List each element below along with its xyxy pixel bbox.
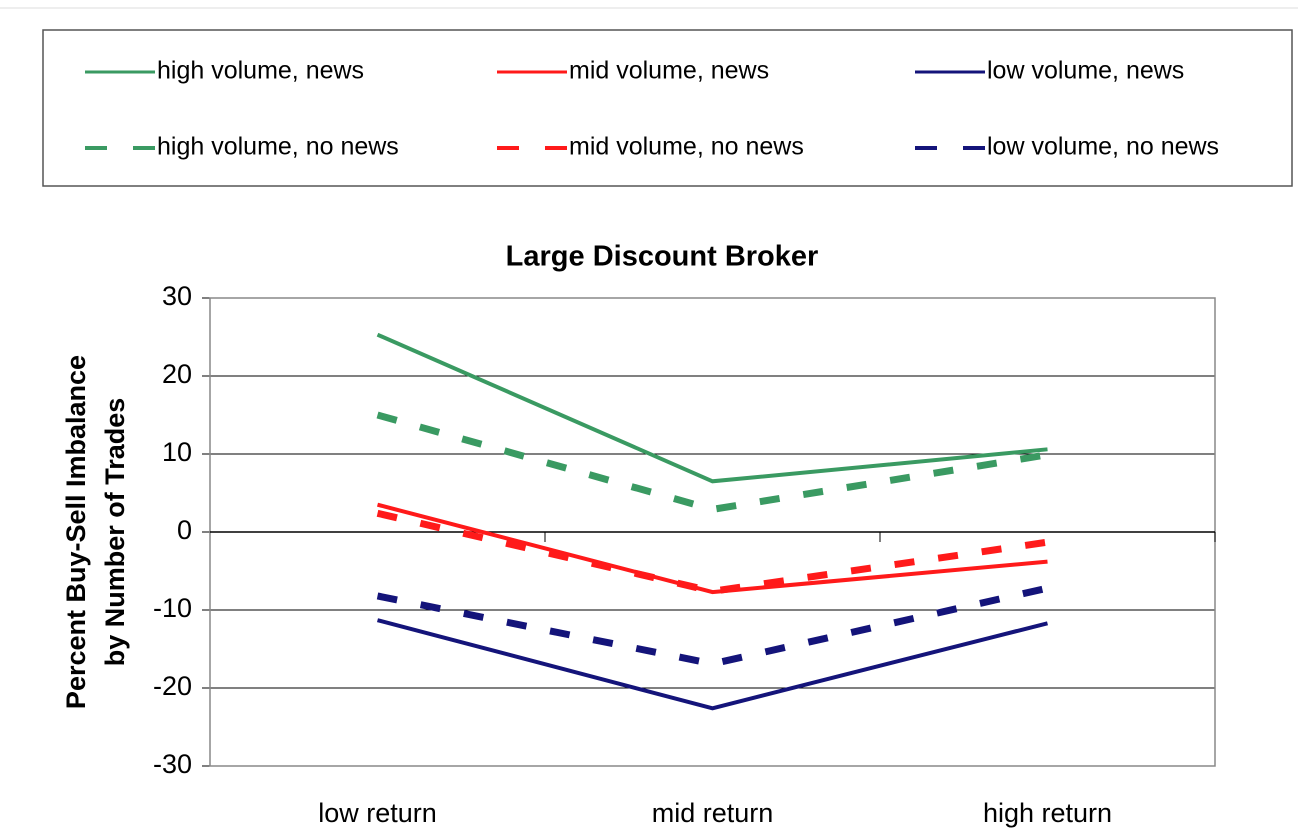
legend-label: high volume, no news: [157, 133, 399, 161]
legend-label: mid volume, no news: [569, 133, 804, 161]
legend-label: low volume, news: [987, 57, 1184, 85]
y-axis-label: Percent Buy-Sell Imbalance: [61, 355, 91, 709]
x-tick-label: low return: [318, 798, 437, 828]
series-line: [376, 332, 1048, 484]
y-tick-label: -30: [153, 749, 192, 779]
legend-label: low volume, no news: [987, 133, 1219, 161]
series-line: [376, 618, 1048, 711]
chart-title: Large Discount Broker: [506, 241, 819, 273]
y-tick-label: -10: [153, 593, 192, 623]
legend-box: [42, 29, 1293, 187]
series-line: [376, 411, 1049, 513]
series-line: [376, 509, 1049, 595]
y-tick-label: 0: [177, 515, 192, 545]
y-tick-label: 30: [162, 281, 192, 311]
y-tick-label: 10: [162, 437, 192, 467]
legend-label: high volume, news: [157, 57, 364, 85]
y-tick-label: 20: [162, 359, 192, 389]
y-axis-label: by Number of Trades: [100, 398, 130, 667]
x-tick-label: high return: [983, 798, 1112, 828]
series-line: [376, 584, 1049, 668]
y-tick-label: -20: [153, 671, 192, 701]
x-tick-label: mid return: [652, 798, 774, 828]
legend-label: mid volume, news: [569, 57, 769, 85]
series-line: [376, 502, 1048, 595]
